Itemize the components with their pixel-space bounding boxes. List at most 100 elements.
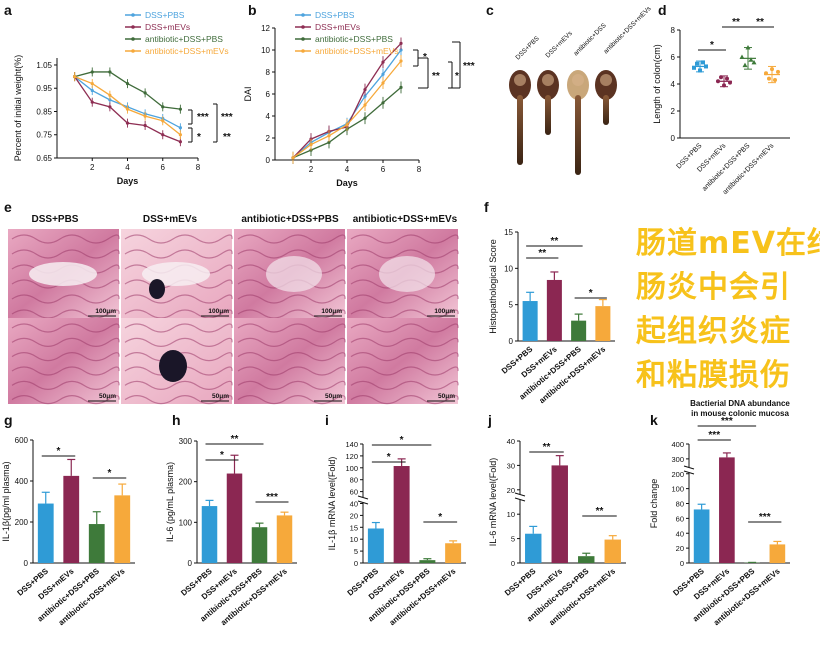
legend-label-b: DSS+PBS bbox=[315, 10, 355, 20]
y-tick-label-k: 0 bbox=[680, 559, 684, 568]
histology-bg bbox=[234, 318, 345, 404]
bar-j-1 bbox=[551, 465, 568, 563]
x-tick-label-b: 4 bbox=[345, 165, 350, 174]
scatter-point-d bbox=[701, 60, 705, 65]
sig-k-1: *** bbox=[721, 416, 733, 427]
bar-g-1 bbox=[63, 475, 80, 563]
axis-break-mark-i bbox=[357, 500, 369, 505]
y-axis-label-d: Length of colon(cm) bbox=[652, 44, 662, 124]
scatter-point-d bbox=[695, 61, 699, 66]
histology-header-0: DSS+PBS bbox=[32, 214, 79, 225]
histology-image-r0-c0: 100μm bbox=[8, 229, 120, 319]
y-tick-label-k: 300 bbox=[671, 455, 684, 464]
histology-bg bbox=[347, 318, 458, 404]
colon-photo-0 bbox=[509, 70, 531, 165]
y-tick-label-i: 60 bbox=[350, 488, 358, 497]
histology-fold bbox=[11, 249, 120, 259]
histology-header-3: antibiotic+DSS+mEVs bbox=[353, 214, 458, 225]
data-point-b bbox=[399, 48, 403, 52]
histology-fold bbox=[237, 323, 346, 333]
x-axis-label-b: Days bbox=[336, 178, 358, 188]
scatter-point-d bbox=[742, 62, 748, 68]
data-point-b bbox=[363, 88, 367, 92]
y-tick-label-f: 5 bbox=[509, 301, 514, 310]
histology-fold bbox=[350, 249, 459, 259]
histology-fold bbox=[124, 380, 233, 390]
data-point-a bbox=[143, 91, 147, 95]
x-tick-label-a: 2 bbox=[90, 163, 95, 172]
histology-scale-label: 100μm bbox=[321, 308, 342, 315]
panel-letter-b: b bbox=[248, 2, 257, 18]
y-tick-label-f: 0 bbox=[509, 337, 514, 346]
panel-letter-g: g bbox=[4, 412, 13, 428]
scatter-point-d bbox=[748, 57, 754, 62]
y-tick-label-b: 8 bbox=[266, 68, 271, 77]
panel-letter-a: a bbox=[4, 2, 12, 18]
x-axis-label-a: Days bbox=[117, 176, 139, 186]
legend-label-a: antibiotic+DSS+mEVs bbox=[145, 46, 229, 56]
y-tick-label-a: 0.75 bbox=[36, 131, 52, 140]
sig-d-2: ** bbox=[732, 17, 740, 28]
sig-k-3: *** bbox=[759, 512, 771, 523]
x-tick-label-b: 6 bbox=[381, 165, 386, 174]
y-tick-label-i: 20 bbox=[350, 511, 358, 520]
bar-i-3 bbox=[445, 543, 462, 563]
data-point-a bbox=[125, 81, 130, 86]
data-point-a bbox=[108, 98, 112, 102]
panel-letter-f: f bbox=[484, 199, 489, 215]
y-tick-label-k: 80 bbox=[676, 500, 684, 509]
sig-label-b-2: ** bbox=[432, 71, 440, 82]
panel-letter-j: j bbox=[487, 412, 492, 428]
histology-fold bbox=[350, 352, 459, 362]
data-point-a bbox=[178, 133, 182, 137]
data-point-a bbox=[108, 93, 112, 97]
colon-highlight-3 bbox=[600, 74, 612, 86]
sig-k-2: *** bbox=[708, 430, 720, 441]
panel-letter-d: d bbox=[658, 2, 667, 18]
x-tick-label-a: 8 bbox=[196, 163, 201, 172]
histology-fold bbox=[11, 323, 120, 333]
y-tick-label-b: 0 bbox=[266, 156, 271, 165]
sig-f-3: * bbox=[589, 288, 593, 299]
legend-marker-a bbox=[131, 37, 135, 41]
data-point-b bbox=[399, 85, 403, 89]
overlay-text-line-2: 肠炎中会引 bbox=[636, 270, 791, 305]
data-point-a bbox=[161, 105, 165, 109]
overlay-text-line-4: 和粘膜损伤 bbox=[636, 358, 791, 393]
overlay-text-line-1: 肠道mEV在结 bbox=[636, 226, 820, 261]
y-tick-label-h: 0 bbox=[188, 559, 193, 568]
data-point-a bbox=[178, 140, 182, 144]
y-tick-label-k: 100 bbox=[671, 485, 684, 494]
histology-fold bbox=[237, 249, 346, 259]
y-tick-label-k: 400 bbox=[671, 440, 684, 449]
y-tick-label-f: 15 bbox=[504, 228, 513, 237]
y-tick-label-i: 80 bbox=[350, 476, 358, 485]
sig-i-1: * bbox=[400, 435, 404, 446]
colon-photo-label-3: antibiotic+DSS+mEVs bbox=[602, 5, 653, 56]
bar-j-3 bbox=[604, 539, 621, 563]
bar-k-3 bbox=[769, 544, 786, 563]
bar-f-1 bbox=[546, 279, 562, 341]
histology-scale-label: 100μm bbox=[95, 308, 116, 315]
y-tick-label-g: 600 bbox=[15, 436, 29, 445]
histology-header-2: antibiotic+DSS+PBS bbox=[241, 214, 339, 225]
legend-label-a: antibiotic+DSS+PBS bbox=[145, 34, 223, 44]
data-point-b bbox=[381, 72, 385, 76]
histology-fold bbox=[237, 352, 346, 362]
bar-f-2 bbox=[571, 320, 587, 341]
y-axis-label-k: Fold change bbox=[649, 479, 659, 529]
sig-i-3: * bbox=[438, 512, 442, 523]
bar-j-2 bbox=[578, 556, 595, 563]
data-point-b bbox=[381, 81, 385, 85]
y-tick-label-b: 10 bbox=[261, 46, 270, 55]
histology-lumen bbox=[29, 262, 97, 286]
y-tick-label-a: 0.65 bbox=[36, 154, 52, 163]
y-axis-label-i: IL-1β mRNA level(Fold) bbox=[327, 457, 337, 551]
sig-f-2: ** bbox=[550, 236, 558, 247]
y-tick-label-i: 100 bbox=[345, 464, 358, 473]
x-tick-label-a: 4 bbox=[125, 163, 130, 172]
y-tick-label-i: 40 bbox=[350, 500, 358, 509]
data-point-b bbox=[399, 41, 403, 46]
sig-f-1: ** bbox=[538, 248, 546, 259]
